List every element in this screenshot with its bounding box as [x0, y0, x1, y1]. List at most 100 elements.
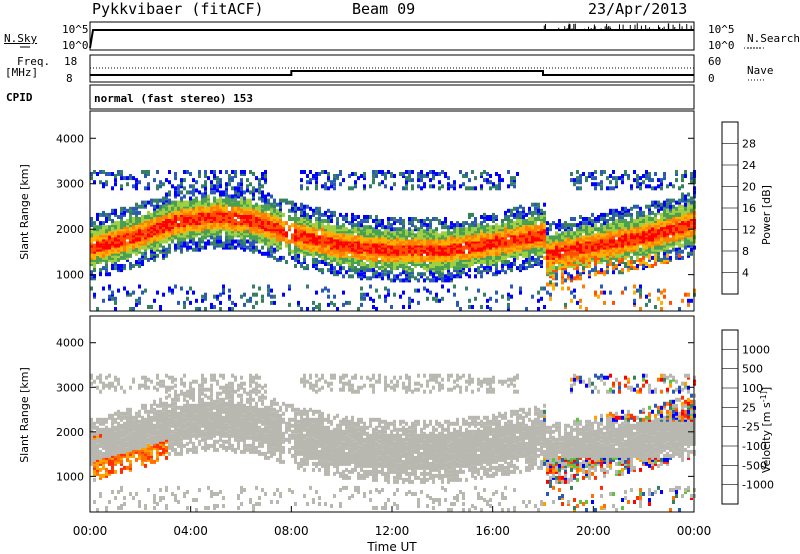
power-cell: [561, 242, 564, 246]
power-cell: [402, 266, 405, 270]
power-cell: [261, 205, 264, 209]
power-cell: [507, 184, 510, 188]
power-cell: [549, 293, 552, 297]
power-cell: [615, 240, 618, 244]
power-cell: [171, 201, 174, 205]
power-cell: [231, 195, 234, 199]
power-cell: [156, 184, 159, 188]
power-cell: [366, 225, 369, 229]
power-cell: [105, 219, 108, 223]
power-cell: [426, 217, 429, 221]
power-cell: [330, 256, 333, 260]
power-cell: [504, 217, 507, 221]
power-cell: [288, 285, 291, 289]
power-cell: [213, 246, 216, 250]
power-cell: [672, 205, 675, 209]
power-cell: [306, 307, 309, 311]
power-cell: [291, 256, 294, 260]
power-cell: [168, 244, 171, 248]
power-cell: [663, 238, 666, 242]
power-cell: [576, 223, 579, 227]
power-cell: [624, 170, 627, 174]
power-cell: [615, 219, 618, 223]
power-cell: [552, 287, 555, 291]
power-cell: [270, 203, 273, 207]
power-cell: [426, 223, 429, 227]
power-cell: [498, 225, 501, 229]
power-cell: [543, 203, 546, 207]
power-cell: [384, 287, 387, 291]
power-cell: [408, 301, 411, 305]
power-cell: [675, 201, 678, 205]
power-cell: [336, 217, 339, 221]
power-cell: [561, 287, 564, 291]
power-cell: [135, 303, 138, 307]
power-cell: [141, 291, 144, 295]
power-cell: [651, 178, 654, 182]
power-cell: [246, 199, 249, 203]
power-cell: [441, 231, 444, 235]
power-cell: [534, 258, 537, 262]
power-cell: [480, 172, 483, 176]
power-cell: [249, 242, 252, 246]
power-cell: [354, 172, 357, 176]
power-cell: [132, 264, 135, 268]
power-cell: [228, 182, 231, 186]
power-cell: [627, 260, 630, 264]
power-cell: [288, 252, 291, 256]
power-cell: [171, 229, 174, 233]
power-cell: [240, 182, 243, 186]
power-cell: [621, 244, 624, 248]
power-cell: [453, 186, 456, 190]
power-cell: [192, 238, 195, 242]
power-cell: [612, 176, 615, 180]
power-cell: [249, 199, 252, 203]
power-cell: [120, 248, 123, 252]
power-cell: [189, 184, 192, 188]
power-cell: [288, 225, 291, 229]
power-cell: [384, 172, 387, 176]
power-cell: [372, 305, 375, 309]
power-cell: [453, 260, 456, 264]
power-cell: [234, 219, 237, 223]
power-cell: [408, 217, 411, 221]
power-cell: [216, 199, 219, 203]
power-cell: [285, 238, 288, 242]
power-cell: [210, 180, 213, 184]
power-cell: [210, 242, 213, 246]
power-cell: [483, 246, 486, 250]
power-cell: [288, 209, 291, 213]
power-cell: [93, 244, 96, 248]
power-cell: [414, 242, 417, 246]
power-cell: [459, 170, 462, 174]
power-cell: [162, 293, 165, 297]
power-cell: [252, 246, 255, 250]
power-cell: [261, 225, 264, 229]
power-cell: [600, 227, 603, 231]
power-cell: [270, 195, 273, 199]
power-cell: [438, 270, 441, 274]
power-cell: [453, 274, 456, 278]
power-cell: [429, 291, 432, 295]
power-cell: [312, 301, 315, 305]
power-cell: [495, 264, 498, 268]
power-cell: [93, 170, 96, 174]
power-cell: [102, 225, 105, 229]
power-cell: [579, 215, 582, 219]
power-cell: [183, 233, 186, 237]
power-cell: [261, 252, 264, 256]
power-cell: [639, 176, 642, 180]
power-cell: [111, 297, 114, 301]
power-cell: [111, 219, 114, 223]
power-cell: [246, 246, 249, 250]
power-cell: [591, 268, 594, 272]
power-cell: [459, 223, 462, 227]
power-cell: [393, 174, 396, 178]
power-cell: [177, 301, 180, 305]
power-cell: [147, 305, 150, 309]
power-cell: [495, 299, 498, 303]
power-cell: [522, 219, 525, 223]
power-cell: [534, 231, 537, 235]
power-cell: [114, 307, 117, 311]
power-cell: [633, 219, 636, 223]
